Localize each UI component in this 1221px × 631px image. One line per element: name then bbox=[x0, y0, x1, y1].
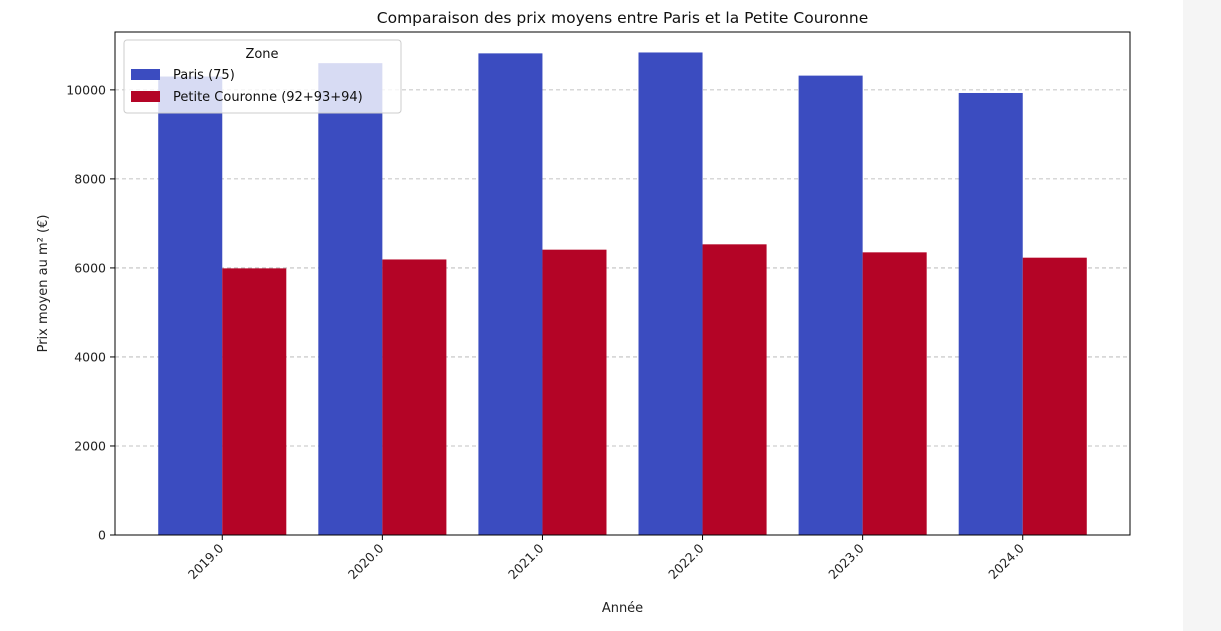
y-tick-label: 4000 bbox=[74, 349, 106, 364]
legend-swatch bbox=[131, 69, 160, 80]
bar-paris bbox=[158, 76, 223, 535]
x-tick-label: 2024.0 bbox=[985, 540, 1027, 582]
bar-petite-couronne bbox=[702, 244, 767, 536]
y-axis-title: Prix moyen au m² (€) bbox=[36, 215, 51, 353]
legend: Zone Paris (75) Petite Couronne (92+93+94… bbox=[123, 39, 402, 114]
y-axis-ticks: 0 2000 4000 6000 8000 10000 bbox=[66, 82, 115, 543]
legend-label: Paris (75) bbox=[173, 68, 235, 83]
page-margin-strip bbox=[1183, 0, 1221, 631]
x-tick-label: 2019.0 bbox=[185, 540, 227, 582]
x-tick-label: 2021.0 bbox=[505, 540, 547, 582]
legend-title: Zone bbox=[245, 47, 278, 62]
bar-paris bbox=[798, 75, 863, 535]
y-tick-label: 0 bbox=[98, 528, 106, 543]
legend-label: Petite Couronne (92+93+94) bbox=[173, 90, 363, 105]
x-axis-title: Année bbox=[602, 601, 643, 616]
legend-swatch bbox=[131, 91, 160, 102]
bar-paris bbox=[958, 92, 1023, 535]
bar-petite-couronne bbox=[1022, 257, 1087, 535]
x-axis-ticks: 2019.0 2020.0 2021.0 2022.0 2023.0 2024.0 bbox=[185, 535, 1027, 582]
bar-paris bbox=[318, 63, 383, 535]
plot-frame bbox=[114, 31, 1131, 536]
y-tick-label: 10000 bbox=[66, 82, 106, 97]
y-tick-label: 6000 bbox=[74, 260, 106, 275]
x-tick-label: 2020.0 bbox=[345, 540, 387, 582]
x-tick-label: 2022.0 bbox=[665, 540, 707, 582]
bar-petite-couronne bbox=[862, 252, 927, 536]
y-tick-label: 2000 bbox=[74, 438, 106, 453]
chart-title: Comparaison des prix moyens entre Paris … bbox=[377, 9, 868, 27]
x-tick-label: 2023.0 bbox=[825, 540, 867, 582]
bar-petite-couronne bbox=[222, 268, 287, 535]
legend-box bbox=[123, 39, 402, 114]
bar-petite-couronne bbox=[382, 259, 447, 535]
bar-petite-couronne bbox=[542, 249, 607, 535]
bar-paris bbox=[638, 52, 703, 535]
bar-chart: Comparaison des prix moyens entre Paris … bbox=[36, 9, 1131, 616]
y-tick-label: 8000 bbox=[74, 171, 106, 186]
bars bbox=[158, 52, 1087, 536]
bar-paris bbox=[478, 53, 543, 536]
